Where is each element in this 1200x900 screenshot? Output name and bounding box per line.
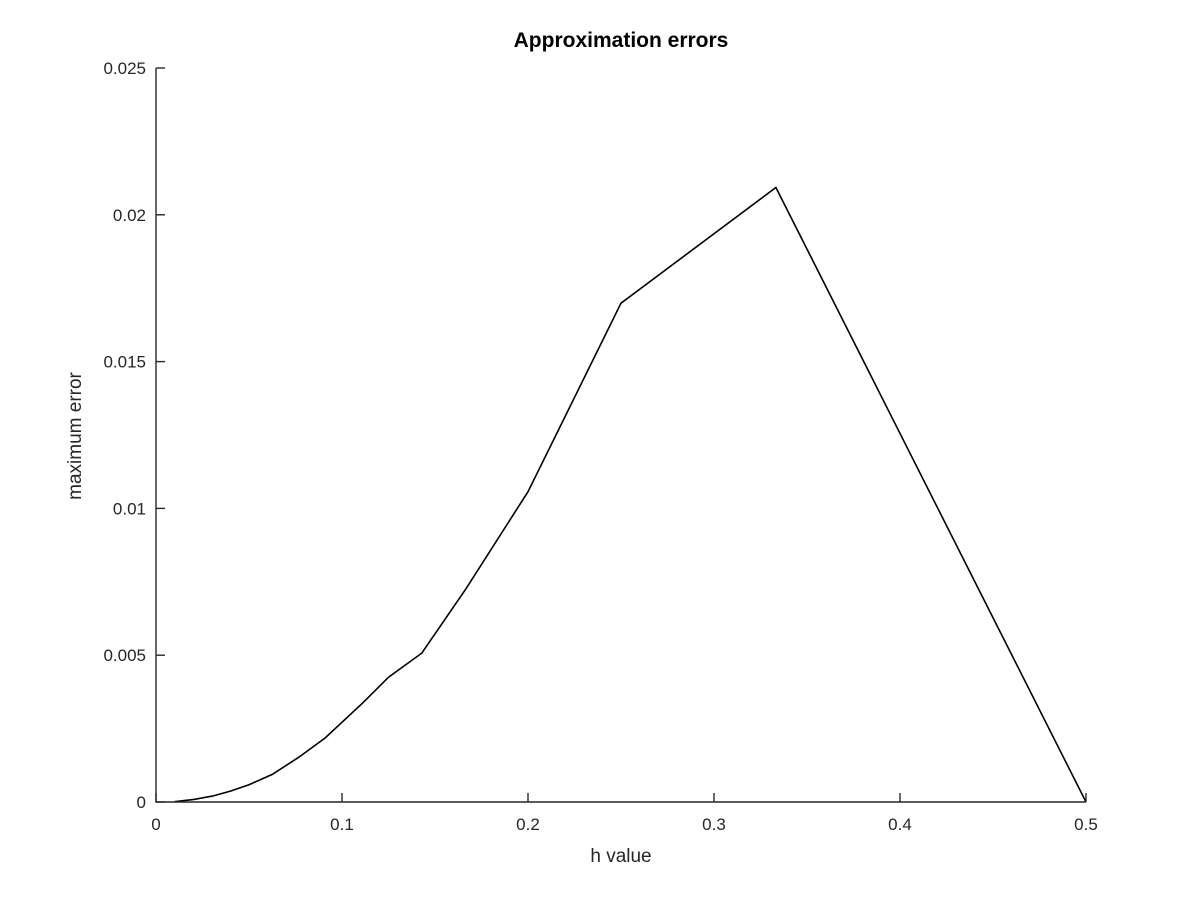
- y-axis-title: maximum error: [65, 371, 86, 499]
- y-axis: 0 0.005 0.01 0.015 0.02 0.025: [103, 59, 165, 812]
- y-tick-label: 0.025: [103, 59, 146, 78]
- series-line: [174, 186, 1087, 803]
- x-tick-label: 0.5: [1074, 815, 1098, 834]
- y-tick-label: 0.005: [103, 646, 146, 665]
- y-tick-label: 0.015: [103, 353, 146, 372]
- x-tick-label: 0.1: [330, 815, 354, 834]
- y-tick-label: 0.02: [113, 206, 146, 225]
- plot-series: [174, 186, 1087, 803]
- y-tick-label: 0.01: [113, 499, 146, 518]
- x-axis-title: h value: [590, 846, 651, 867]
- x-tick-label: 0.3: [702, 815, 726, 834]
- x-tick-label: 0: [151, 815, 160, 834]
- axes-frame: [155, 68, 1086, 803]
- x-tick-label: 0.4: [888, 815, 912, 834]
- x-axis: 0 0.1 0.2 0.3 0.4 0.5: [151, 793, 1098, 834]
- y-tick-label: 0: [137, 793, 146, 812]
- x-tick-label: 0.2: [516, 815, 540, 834]
- chart-title: Approximation errors: [514, 29, 729, 52]
